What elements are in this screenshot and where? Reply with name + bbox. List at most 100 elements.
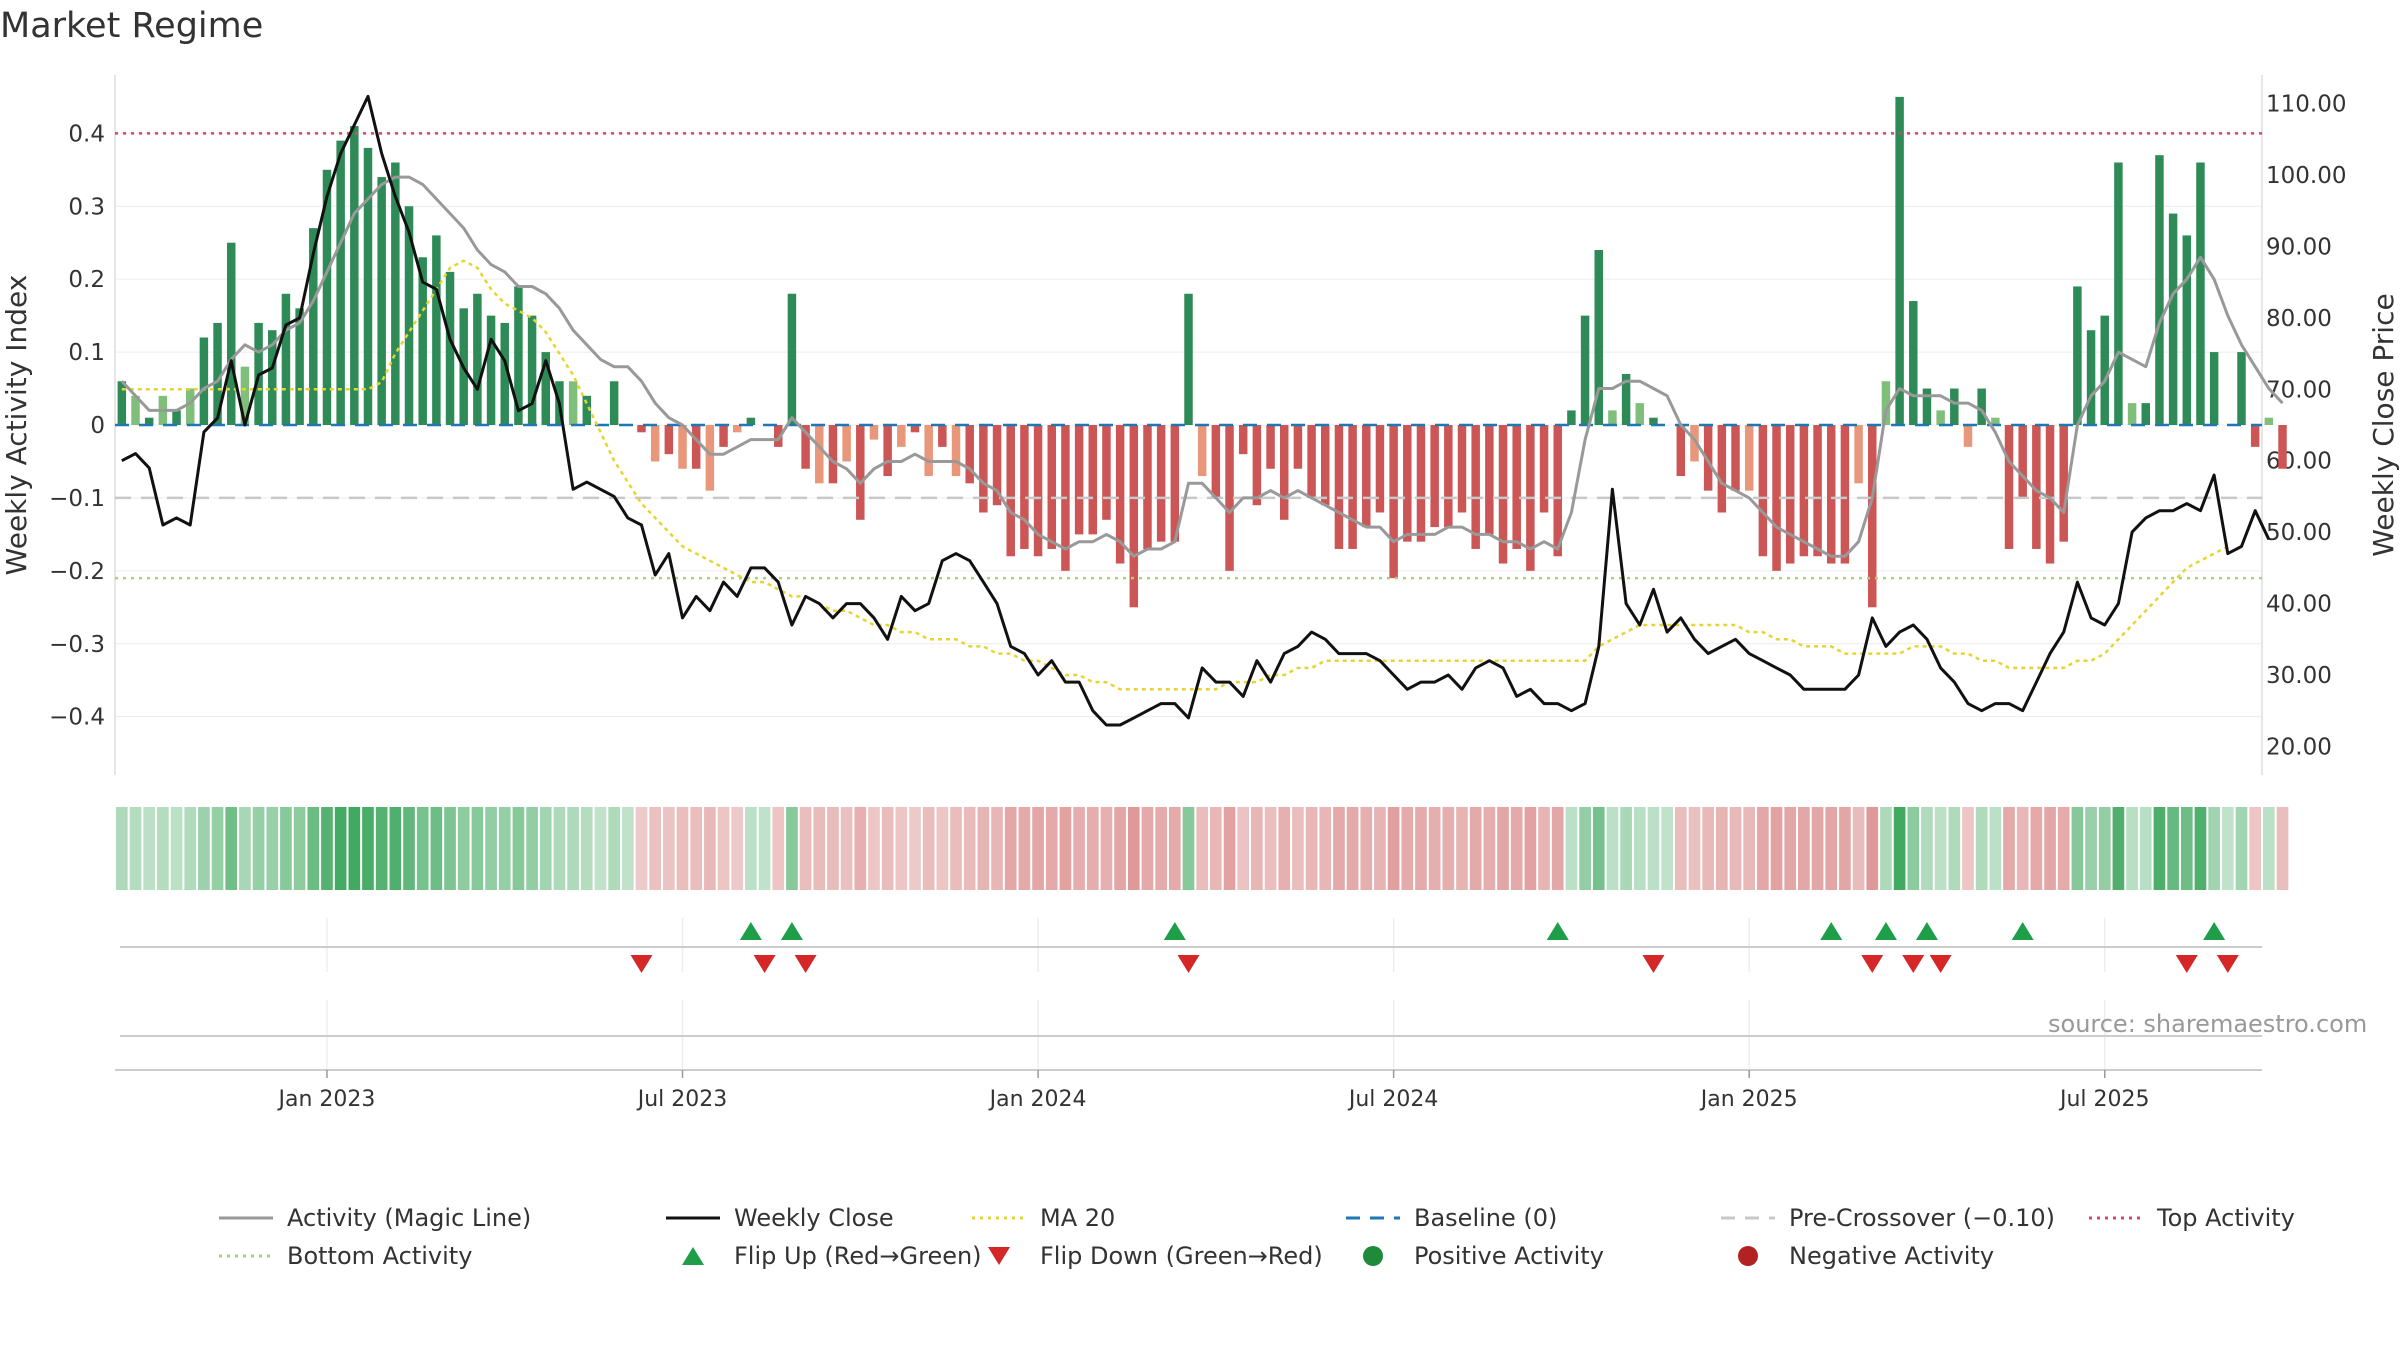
regime-cell	[1114, 807, 1126, 890]
regime-cell	[2194, 807, 2207, 890]
regime-cell	[1825, 807, 1838, 890]
regime-cell	[635, 807, 648, 890]
y-tick-label: 0.2	[68, 267, 105, 293]
regime-cell	[2126, 807, 2138, 890]
regime-cell	[2208, 807, 2220, 890]
flip-up-marker	[2203, 922, 2226, 940]
regime-cell	[2276, 807, 2289, 890]
regime-cell	[1032, 807, 1044, 890]
legend-symbol-neg	[1738, 1246, 1758, 1266]
legend-label: Flip Up (Red→Green)	[734, 1242, 982, 1270]
activity-bar	[1717, 425, 1727, 513]
regime-cell	[2071, 807, 2084, 890]
activity-bar	[1321, 425, 1330, 506]
regime-cell	[1168, 807, 1181, 890]
activity-bar	[2237, 352, 2246, 425]
regime-cell	[293, 807, 306, 890]
regime-cell	[1346, 807, 1359, 890]
x-tick-label: Jan 2025	[1699, 1087, 1798, 1112]
regime-cell	[690, 807, 703, 890]
regime-cell	[868, 807, 880, 890]
activity-bar	[514, 286, 523, 425]
regime-cell	[608, 807, 620, 890]
activity-bar	[185, 388, 195, 425]
regime-cell	[116, 807, 128, 890]
activity-bar	[295, 308, 304, 425]
flip-down-marker	[753, 955, 776, 973]
activity-bar	[1375, 425, 1385, 513]
activity-bar	[1594, 250, 1603, 425]
y-tick-label: −0.2	[49, 559, 105, 585]
flip-down-marker	[1177, 955, 1200, 973]
activity-bar	[486, 315, 496, 425]
activity-bar	[979, 425, 988, 513]
y-tick-label: −0.4	[49, 705, 105, 731]
regime-cell	[745, 807, 757, 890]
regime-cell	[2044, 807, 2056, 890]
regime-cell	[1757, 807, 1769, 890]
regime-cell	[1784, 807, 1797, 890]
activity-bar	[1512, 425, 1521, 549]
regime-cell	[1839, 807, 1851, 890]
activity-bar	[1074, 425, 1084, 535]
activity-bar	[2100, 315, 2109, 425]
regime-cell	[717, 807, 730, 890]
activity-bar	[1156, 425, 1166, 542]
regime-cell	[1360, 807, 1373, 890]
y2-tick-label: 100.00	[2266, 163, 2346, 189]
regime-cell	[1182, 807, 1195, 890]
y2-tick-label: 20.00	[2266, 734, 2332, 760]
regime-cell	[1237, 807, 1250, 890]
activity-bar	[801, 425, 810, 469]
activity-bar	[1840, 425, 1850, 564]
regime-cell	[1442, 807, 1455, 890]
regime-cell	[594, 807, 607, 890]
legend-item-baseline: Baseline (0)	[1342, 1200, 1557, 1236]
activity-bar	[1279, 425, 1289, 520]
activity-bar	[1744, 425, 1754, 491]
regime-cell	[485, 807, 497, 890]
activity-bar	[1184, 293, 1193, 425]
flip-down-marker	[1642, 955, 1665, 973]
regime-cell	[539, 807, 552, 890]
activity-bar	[418, 257, 427, 425]
activity-bar	[1047, 425, 1056, 549]
legend-item-ma20: MA 20	[968, 1200, 1115, 1236]
legend-symbol-bottom	[219, 1254, 273, 1258]
legend-mark	[682, 1247, 704, 1265]
activity-bar	[1362, 425, 1371, 528]
flip-up-marker	[739, 922, 762, 940]
flip-down-marker	[2175, 955, 2198, 973]
y2-tick-label: 50.00	[2266, 520, 2332, 546]
regime-cell	[553, 807, 566, 890]
activity-bar	[664, 425, 674, 455]
legend-label: MA 20	[1040, 1204, 1116, 1232]
y2-tick-label: 40.00	[2266, 592, 2332, 618]
activity-bar	[527, 315, 537, 425]
activity-bar	[2004, 425, 2014, 549]
activity-bar	[1799, 425, 1809, 557]
activity-bar	[500, 322, 509, 425]
activity-bar	[1430, 425, 1439, 528]
activity-bar	[226, 242, 236, 425]
activity-bar	[1020, 425, 1029, 549]
activity-bar	[1457, 425, 1467, 513]
activity-bar	[691, 425, 701, 469]
activity-bar	[650, 425, 660, 462]
regime-cell	[1551, 807, 1564, 890]
activity-bar	[1854, 425, 1863, 484]
page-title: Market Regime	[0, 6, 264, 46]
regime-cell	[1647, 807, 1660, 890]
legend-item-neg: Negative Activity	[1717, 1238, 1994, 1274]
activity-bar	[951, 425, 961, 477]
activity-bar	[363, 147, 373, 425]
regime-cell	[663, 807, 675, 890]
activity-bar	[281, 293, 291, 425]
activity-bar	[2278, 425, 2287, 469]
activity-bar	[2264, 417, 2274, 425]
legend-item-bottom: Bottom Activity	[215, 1238, 472, 1274]
regime-cell	[239, 807, 251, 890]
regime-cell	[1100, 807, 1113, 890]
activity-bar	[1416, 425, 1426, 542]
y2-tick-label: 60.00	[2266, 449, 2332, 475]
